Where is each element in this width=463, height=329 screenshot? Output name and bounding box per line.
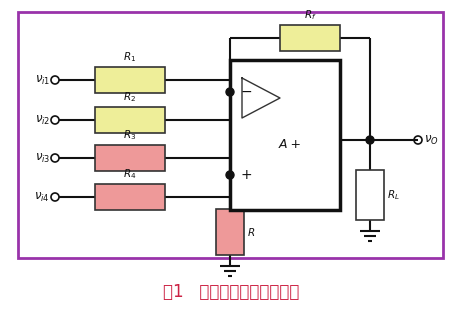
Bar [230, 60, 340, 210]
Text: $\nu_{i4}$: $\nu_{i4}$ [34, 190, 50, 204]
Text: $R_L$: $R_L$ [387, 188, 400, 202]
Bar [216, 209, 244, 255]
Text: $R$: $R$ [247, 226, 255, 238]
Text: −: − [240, 85, 252, 99]
Bar [95, 145, 165, 171]
Text: $\nu_{i3}$: $\nu_{i3}$ [35, 151, 50, 164]
Text: $\nu_O$: $\nu_O$ [424, 134, 439, 146]
Bar [356, 170, 384, 220]
Bar [18, 12, 443, 258]
Text: $\nu_{i1}$: $\nu_{i1}$ [35, 73, 50, 87]
Text: $\nu_{i2}$: $\nu_{i2}$ [35, 114, 50, 127]
Text: $R_4$: $R_4$ [123, 167, 137, 181]
Circle shape [366, 136, 374, 144]
Circle shape [226, 88, 234, 96]
Text: 图1   双端输入求和运算电路: 图1 双端输入求和运算电路 [163, 283, 300, 301]
Text: +: + [240, 168, 252, 182]
Text: $R_2$: $R_2$ [124, 90, 137, 104]
Text: A +: A + [279, 139, 301, 151]
Text: $R_f$: $R_f$ [304, 8, 316, 22]
Bar [95, 67, 165, 93]
Bar [95, 184, 165, 210]
Text: $R_3$: $R_3$ [123, 128, 137, 142]
Text: $R_1$: $R_1$ [124, 50, 137, 64]
Bar [280, 25, 340, 51]
Bar [95, 107, 165, 133]
Circle shape [226, 171, 234, 179]
